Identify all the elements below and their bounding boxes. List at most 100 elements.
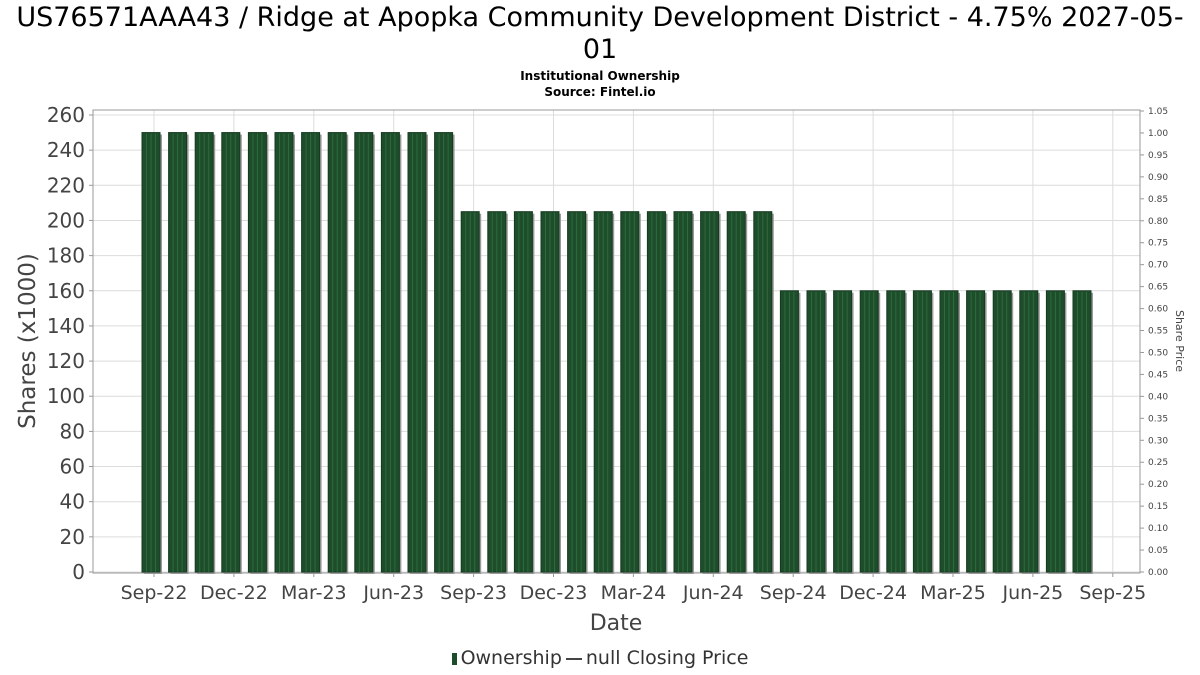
ownership-bar [434, 132, 455, 575]
x-tick-label: Sep-24 [760, 582, 827, 604]
ownership-bar [141, 132, 162, 575]
y2-tick-label: 0.80 [1148, 217, 1168, 227]
y-tick-label: 60 [60, 455, 85, 479]
legend-price-label: null Closing Price [585, 647, 749, 669]
y-tick-label: 260 [47, 103, 85, 127]
x-tick-label: Jun-24 [682, 582, 744, 604]
y-tick-label: 0 [72, 560, 85, 584]
x-tick-label: Mar-24 [601, 582, 667, 604]
chart-title: US76571AAA43 / Ridge at Apopka Community… [16, 2, 1184, 65]
y2-tick-label: 0.50 [1148, 348, 1168, 358]
x-tick-label: Sep-23 [440, 582, 507, 604]
y-tick-label: 100 [47, 384, 85, 408]
ownership-bar [221, 132, 242, 575]
ownership-bar [992, 290, 1014, 574]
ownership-bar [380, 132, 402, 575]
y-tick-label: 220 [47, 173, 85, 197]
subtitle-line-2: Source: Fintel.io [544, 85, 656, 99]
ownership-bar [886, 290, 907, 574]
legend-ownership-label: Ownership [460, 647, 562, 669]
ownership-bar [700, 211, 721, 574]
legend-ownership-swatch [451, 652, 457, 665]
ownership-bar [460, 211, 482, 574]
y2-tick-label: 0.00 [1148, 568, 1168, 578]
chart-subtitle: Institutional Ownership Source: Fintel.i… [0, 68, 1200, 100]
y-tick-label: 40 [60, 490, 85, 514]
ownership-bar [593, 211, 615, 574]
y-axis-ticks: 0 20 40 60 80 100 120 140 160 180 200 220 240 260 [47, 103, 93, 584]
y-tick-label: 180 [47, 244, 85, 268]
x-tick-label: Sep-22 [121, 582, 188, 604]
ownership-bar [753, 211, 774, 574]
x-axis-ticks: Sep-22 Dec-22 Mar-23 Jun-23 Sep-23 Dec-23 Mar-… [121, 573, 1146, 604]
x-tick-label: Dec-22 [200, 582, 268, 604]
y-tick-label: 200 [47, 208, 85, 232]
y-tick-label: 240 [47, 138, 85, 162]
y2-tick-label: 0.85 [1148, 195, 1168, 205]
y2-tick-label: 0.45 [1148, 370, 1168, 380]
legend: Ownership null Closing Price [0, 647, 1200, 669]
y-tick-label: 120 [47, 349, 85, 373]
ownership-bar [912, 290, 934, 574]
y2-tick-label: 1.00 [1148, 129, 1168, 139]
ownership-bar [939, 290, 960, 574]
y2-tick-label: 0.60 [1148, 305, 1168, 315]
ownership-bar [1045, 290, 1067, 574]
ownership-bar [194, 132, 216, 575]
bars-layer [141, 132, 1093, 575]
ownership-bar [1019, 290, 1040, 574]
ownership-bar [407, 132, 428, 575]
x-tick-label: Mar-23 [281, 582, 347, 604]
ownership-bar [620, 211, 641, 574]
y2-tick-label: 0.90 [1148, 173, 1168, 183]
ownership-bar [1072, 290, 1093, 574]
ownership-bar [301, 132, 322, 575]
y-tick-label: 80 [60, 419, 85, 443]
ownership-bar [726, 211, 748, 574]
y2-tick-label: 0.35 [1148, 414, 1168, 424]
plot-area-border [92, 109, 1141, 574]
y2-tick-label: 1.05 [1148, 107, 1168, 117]
y2-tick-label: 0.70 [1148, 261, 1168, 271]
x-axis-label: Date [590, 611, 643, 636]
x-tick-label: Dec-24 [839, 582, 907, 604]
ownership-bar [646, 211, 668, 574]
y-tick-label: 140 [47, 314, 85, 338]
ownership-bar [327, 132, 349, 575]
y2-axis-label: Share Price [1173, 310, 1186, 372]
ownership-bar [513, 211, 535, 574]
ownership-bar [487, 211, 508, 574]
y2-tick-label: 0.10 [1148, 524, 1168, 534]
ownership-bar [567, 211, 588, 574]
ownership-bar [673, 211, 694, 574]
y2-tick-label: 0.25 [1148, 458, 1168, 468]
y2-tick-label: 0.15 [1148, 502, 1168, 512]
y-tick-label: 160 [47, 279, 85, 303]
y-tick-label: 20 [60, 525, 85, 549]
ownership-bar [859, 290, 881, 574]
ownership-bar [247, 132, 269, 575]
y2-tick-label: 0.95 [1148, 151, 1168, 161]
ownership-bar [540, 211, 561, 574]
y2-tick-label: 0.05 [1148, 546, 1168, 556]
ownership-bar [168, 132, 189, 575]
subtitle-line-1: Institutional Ownership [520, 69, 680, 83]
x-tick-label: Mar-25 [920, 582, 986, 604]
x-tick-label: Sep-25 [1079, 582, 1146, 604]
ownership-bar [779, 290, 801, 574]
ownership-bar [354, 132, 375, 575]
ownership-bar [274, 132, 295, 575]
y2-tick-label: 0.65 [1148, 283, 1168, 293]
y2-tick-label: 0.55 [1148, 327, 1168, 337]
ownership-bar [806, 290, 827, 574]
y-axis-label: Shares (x1000) [15, 253, 41, 429]
y2-tick-label: 0.30 [1148, 436, 1168, 446]
legend-price-line [565, 657, 582, 660]
x-tick-label: Jun-25 [1002, 582, 1064, 604]
ownership-bar [833, 290, 854, 574]
x-tick-label: Dec-23 [520, 582, 588, 604]
x-tick-label: Jun-23 [362, 582, 424, 604]
y2-tick-label: 0.20 [1148, 480, 1168, 490]
y2-axis-ticks: 0.00 0.05 0.10 0.15 0.20 0.25 0.30 0.35 0.40 0.45… [1140, 107, 1168, 578]
